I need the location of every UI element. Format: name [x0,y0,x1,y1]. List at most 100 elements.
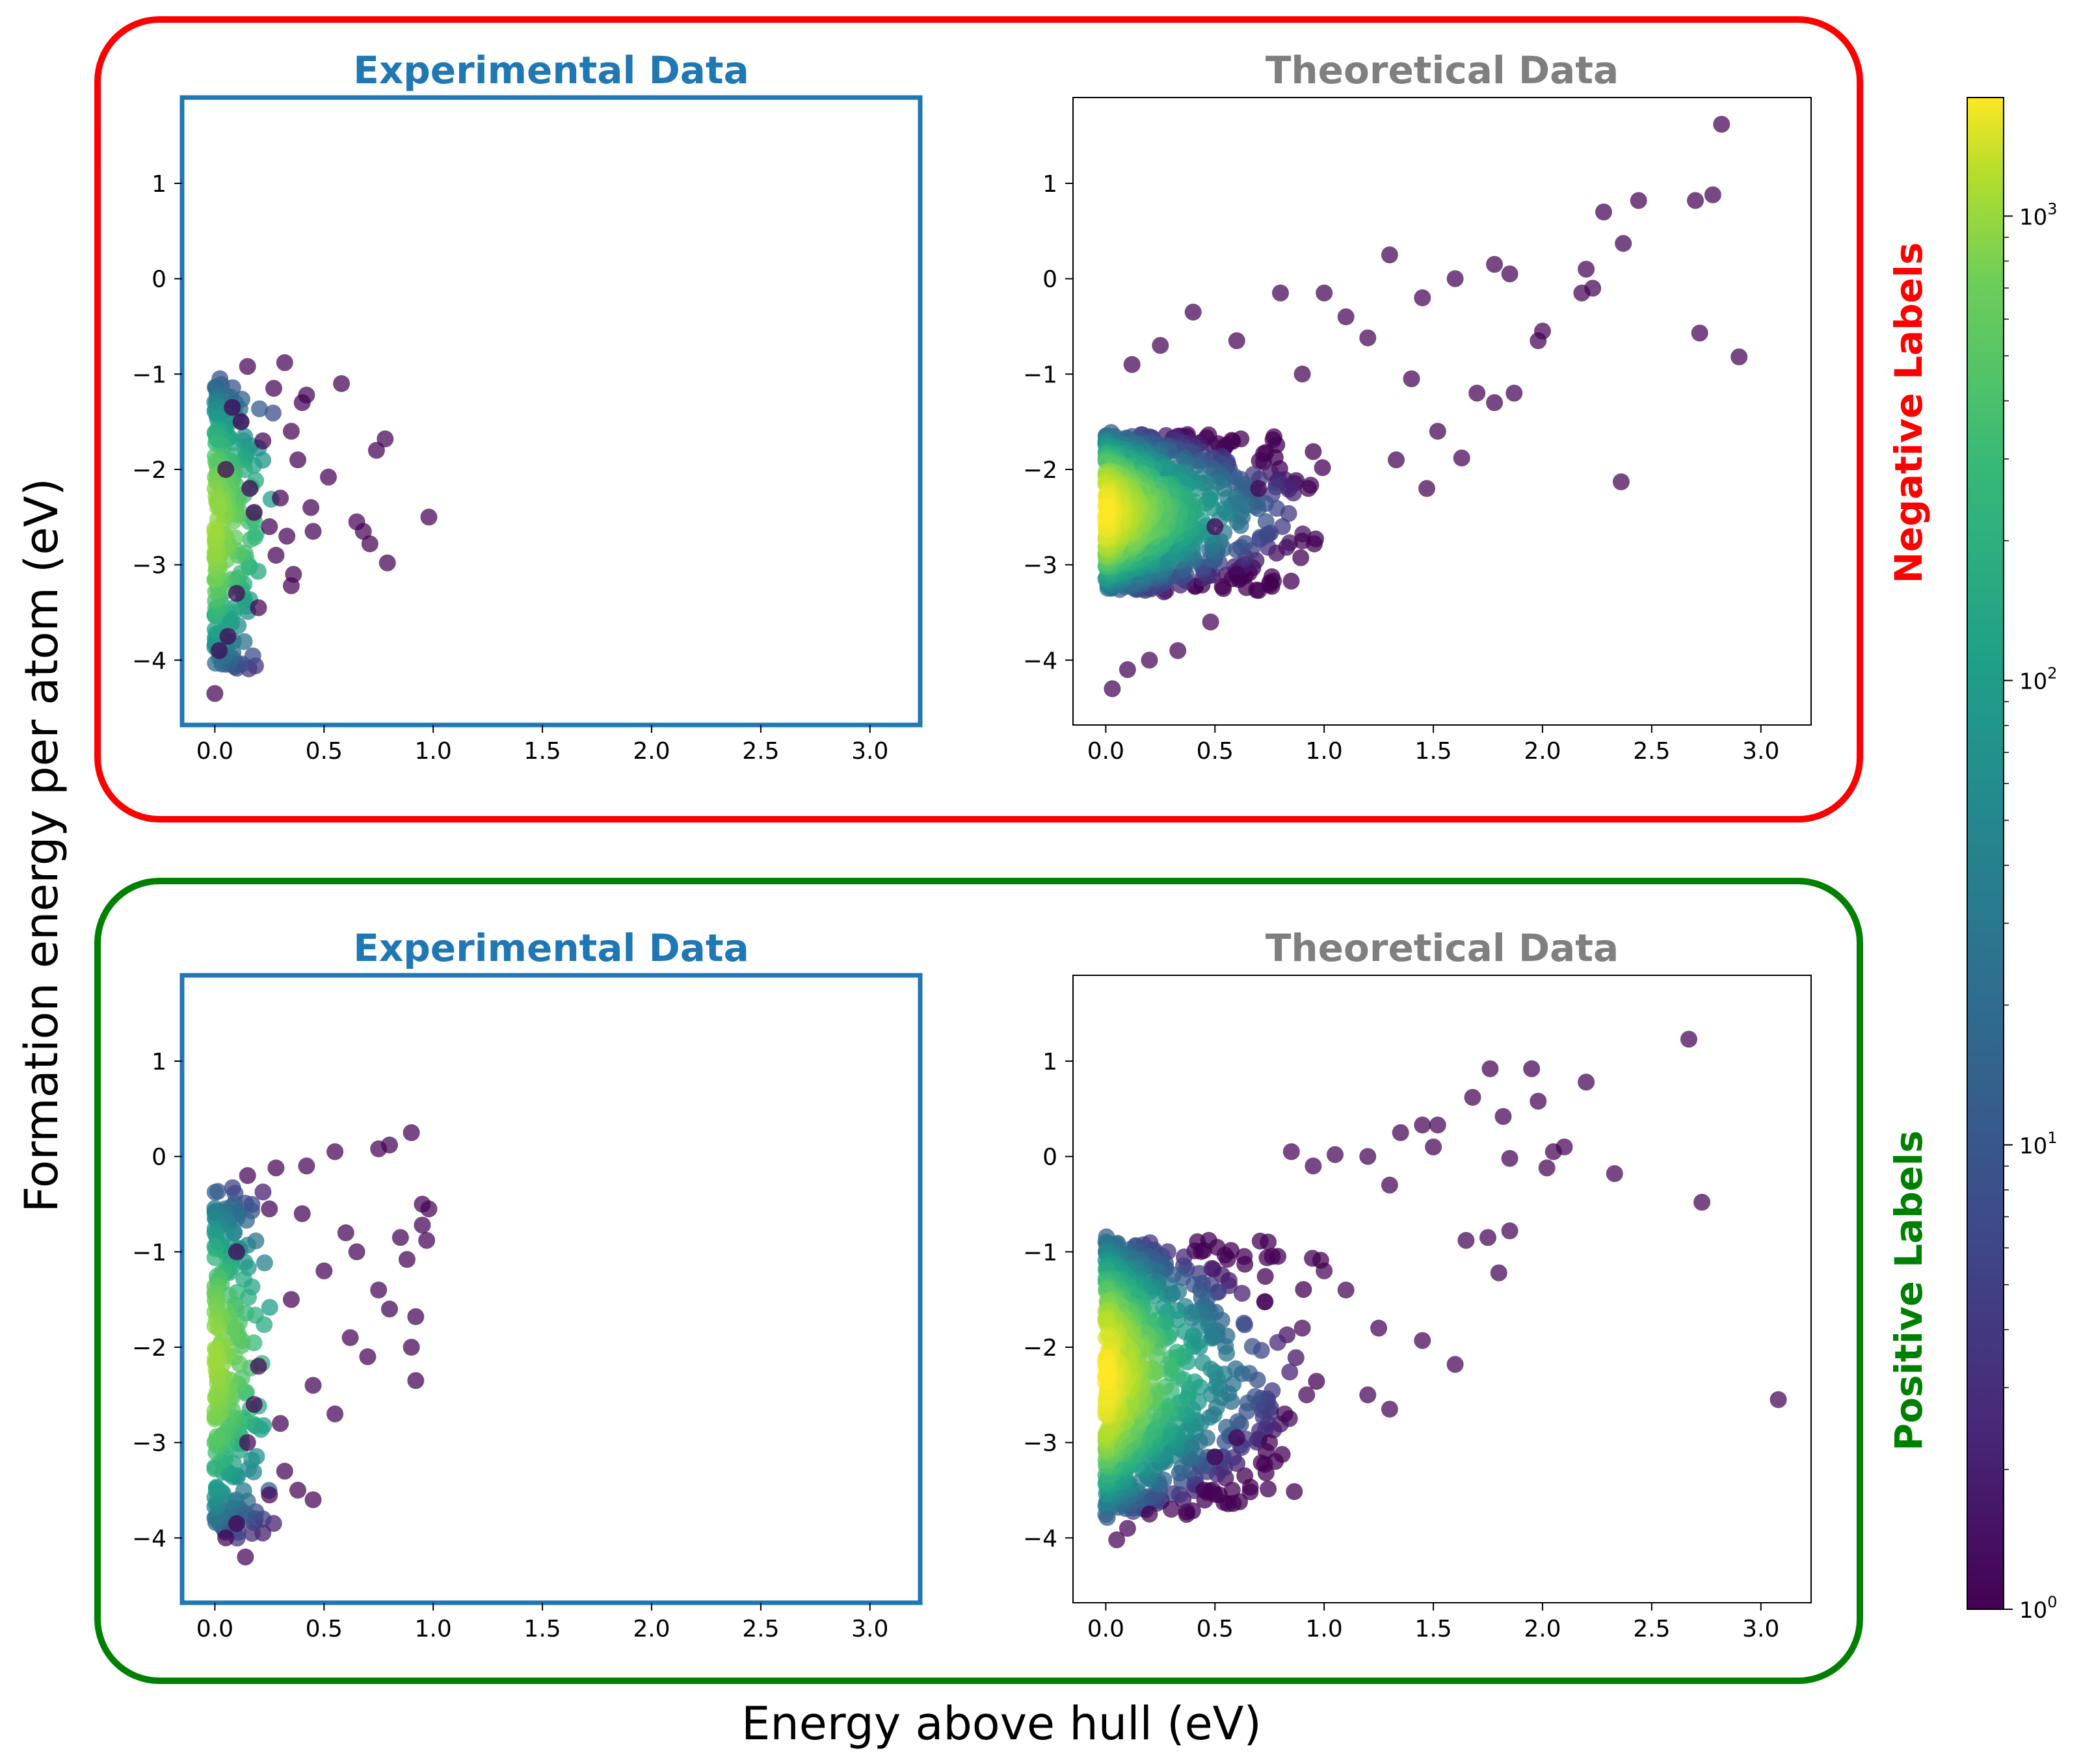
x-tick-label: 2.0 [633,1616,670,1642]
data-point [256,1254,273,1272]
data-point [1264,1248,1281,1265]
y-tick-label: −1 [132,362,166,388]
data-point [320,468,337,486]
y-tick-label: −2 [132,1335,166,1362]
panel-2: Theoretical Data 0.0 0.5 1.0 1.5 2.0 2.5 3.0 −4 −… [1023,48,1812,765]
scatter-panels: Experimental Data 0.0 0.5 1.0 1.5 2.0 2.5 3.0 −4… [132,48,1812,1642]
data-point [206,1458,224,1475]
data-point [1282,572,1300,590]
panel-title: Experimental Data [353,48,749,92]
y-tick-label: −4 [132,1525,166,1552]
data-point [302,499,320,516]
data-point [1287,1349,1305,1367]
data-point [1239,1394,1256,1412]
data-point [242,531,259,548]
data-point [1501,265,1518,283]
x-tick-label: 3.0 [851,738,888,765]
data-point [1160,1356,1177,1373]
data-point [1236,534,1254,552]
data-point [264,404,282,422]
data-point [1256,1293,1273,1311]
data-point [1578,261,1595,278]
data-point [1215,580,1232,598]
data-point [261,1298,278,1316]
data-point [1630,192,1647,209]
scatter-points [206,1124,438,1566]
data-point [391,1229,409,1246]
data-point [1108,1531,1126,1549]
data-point [1292,549,1310,566]
data-point [1538,1159,1556,1177]
data-point [1425,1139,1442,1155]
data-point [1446,270,1464,287]
data-point [208,1428,226,1445]
data-point [241,480,259,497]
data-point [1530,332,1547,349]
data-point [1141,1505,1158,1523]
data-point [293,1205,311,1222]
data-point [1256,1268,1274,1285]
data-point [354,523,372,540]
data-point [370,1140,388,1157]
data-point [304,1491,322,1508]
data-point [1169,642,1187,659]
data-point [1097,1367,1115,1384]
data-point [1228,332,1245,349]
x-tick-label: 2.5 [1633,738,1670,765]
y-tick-label: −3 [132,1430,166,1457]
data-point [377,430,394,447]
data-point [1123,356,1141,373]
data-point [206,621,224,638]
data-point [1359,1386,1377,1404]
data-point [1243,1337,1261,1355]
y-tick-label: −1 [1023,362,1057,388]
data-point [1468,384,1486,402]
data-point [1217,1419,1235,1436]
data-point [1337,308,1355,326]
data-point [1250,582,1267,599]
data-point [239,1167,256,1184]
axes-frame [179,95,923,728]
data-point [235,1482,252,1499]
data-point [1308,1373,1325,1390]
panel-3: Experimental Data 0.0 0.5 1.0 1.5 2.0 2.5 3.0 −4… [132,926,923,1642]
x-tick-label: 2.5 [1633,1616,1670,1642]
data-point [272,1415,289,1432]
data-point [1327,1146,1344,1163]
data-point [1305,1157,1322,1175]
data-point [228,1515,245,1533]
x-tick-label: 0.0 [196,1616,233,1642]
data-point [272,490,289,507]
y-tick-label: −3 [1023,553,1057,579]
data-point [1293,365,1311,383]
colorbar-tick-label: 103 [2019,200,2058,230]
data-point [276,1462,293,1480]
x-tick-label: 2.0 [1524,1616,1561,1642]
data-point [224,399,241,416]
data-point [333,375,351,392]
scatter-points [1097,116,1748,698]
data-point [1359,329,1377,347]
positive-labels-text: Positive Labels [1887,1130,1931,1451]
scatter-points [1097,1031,1787,1549]
data-point [315,1262,333,1280]
data-point [1573,284,1591,302]
data-point [1392,1124,1409,1141]
data-point [359,1348,377,1365]
data-point [1257,513,1275,531]
data-point [1206,1448,1224,1466]
x-tick-label: 1.5 [1414,738,1451,765]
x-tick-label: 1.5 [524,1616,561,1642]
data-point [261,1200,278,1218]
data-point [1228,566,1245,583]
data-point [289,1481,306,1499]
data-point [1464,1088,1481,1106]
data-point [239,358,256,375]
data-point [1305,443,1322,460]
panel-title: Theoretical Data [1266,926,1619,970]
data-point [1687,192,1704,209]
axes-frame [1072,975,1812,1603]
y-tick-label: −4 [1023,1525,1057,1552]
data-point [1163,1501,1180,1518]
data-point [1359,1148,1377,1165]
